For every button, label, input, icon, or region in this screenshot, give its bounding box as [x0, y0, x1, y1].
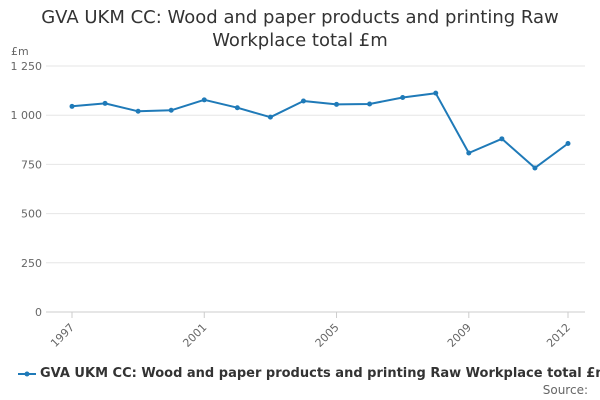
- gridlines: [46, 65, 585, 264]
- legend-label: GVA UKM CC: Wood and paper products and …: [40, 366, 600, 381]
- data-point[interactable]: [201, 97, 207, 103]
- y-tick-label: 1 250: [11, 60, 43, 73]
- data-point[interactable]: [466, 150, 472, 156]
- data-point[interactable]: [102, 100, 108, 106]
- data-point[interactable]: [135, 108, 141, 114]
- legend[interactable]: GVA UKM CC: Wood and paper products and …: [18, 366, 600, 381]
- y-axis-label: £m: [11, 45, 29, 58]
- data-point[interactable]: [334, 101, 340, 107]
- y-tick-label: 1 000: [11, 109, 43, 122]
- y-tick-label: 0: [35, 306, 42, 319]
- data-point[interactable]: [400, 94, 406, 100]
- chart-title-line-2: Workplace total £m: [212, 30, 388, 51]
- y-tick-labels: 0 250 500 750 1 000 1 250: [11, 60, 43, 319]
- data-point[interactable]: [69, 103, 75, 109]
- data-point[interactable]: [267, 114, 273, 120]
- x-tick-label: 2012: [544, 321, 573, 350]
- y-tick-label: 250: [21, 257, 42, 270]
- x-tick-label: 2005: [313, 321, 342, 350]
- y-tick-label: 750: [21, 158, 42, 171]
- chart-title: GVA UKM CC: Wood and paper products and …: [0, 6, 600, 52]
- y-tick-label: 500: [21, 208, 42, 221]
- data-point[interactable]: [499, 136, 505, 142]
- data-series: [69, 90, 571, 171]
- series-line: [71, 92, 569, 169]
- x-tick-label: 2001: [180, 321, 209, 350]
- x-tick-label: 1997: [48, 321, 77, 350]
- x-tick-label: 2009: [445, 321, 474, 350]
- data-point[interactable]: [433, 90, 439, 96]
- data-point[interactable]: [300, 98, 306, 104]
- data-point[interactable]: [532, 165, 538, 171]
- legend-marker-icon: [18, 371, 36, 376]
- data-point[interactable]: [565, 141, 571, 147]
- data-point[interactable]: [168, 107, 174, 113]
- data-point[interactable]: [367, 101, 373, 107]
- source-label: Source:: [542, 383, 588, 397]
- data-point[interactable]: [234, 105, 240, 111]
- chart-title-line-1: GVA UKM CC: Wood and paper products and …: [41, 7, 559, 28]
- x-axis: 1997 2001 2005 2009 2012: [46, 311, 585, 350]
